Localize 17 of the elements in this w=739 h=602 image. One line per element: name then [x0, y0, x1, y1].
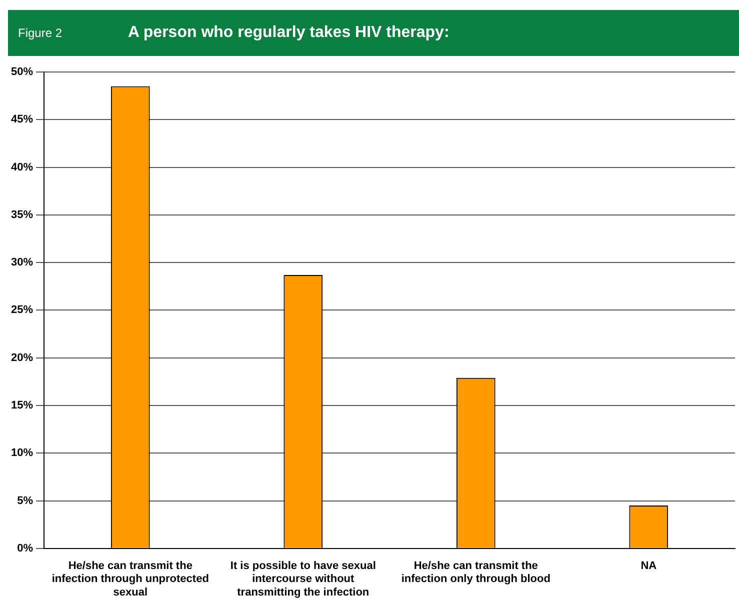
- x-tick-label: It is possible to have sexual intercourse without transmitting the infection: [230, 560, 376, 598]
- y-tick-label: 0%: [17, 542, 34, 554]
- y-tick-label: 50%: [10, 66, 34, 78]
- y-tick-label: 15%: [10, 400, 34, 412]
- y-tick-label: 40%: [10, 161, 34, 174]
- y-tick-label: 45%: [10, 114, 34, 126]
- y-tick-label: 35%: [10, 208, 34, 221]
- y-tick-label: 5%: [17, 494, 34, 507]
- y-tick-label: 25%: [10, 304, 34, 316]
- chart-title: A person who regularly takes HIV therapy:: [128, 24, 450, 42]
- y-tick-label: 20%: [10, 352, 34, 364]
- y-tick-label: 30%: [10, 256, 34, 269]
- caption: Figure 2: [18, 26, 64, 40]
- x-tick-label: NA: [640, 560, 657, 572]
- y-tick-label: 10%: [10, 447, 34, 460]
- x-tick-label: He/she can transmit the infection through unprotected sexual: [52, 560, 209, 598]
- x-tick-label: He/she can transmit the infection only through blood: [401, 560, 550, 586]
